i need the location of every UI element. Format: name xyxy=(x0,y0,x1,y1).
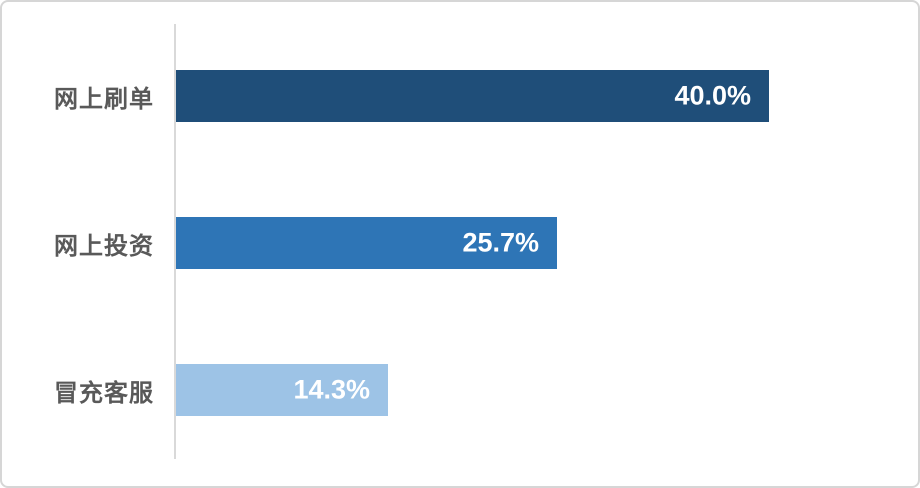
bar-3: 14.3% xyxy=(176,364,388,416)
category-label-3: 冒充客服 xyxy=(54,379,154,407)
value-label-2: 25.7% xyxy=(462,227,539,258)
category-label-1: 网上刷单 xyxy=(54,85,154,113)
bar-2: 25.7% xyxy=(176,217,557,269)
value-label-3: 14.3% xyxy=(293,374,370,405)
value-label-1: 40.0% xyxy=(674,80,751,111)
category-label-2: 网上投资 xyxy=(54,232,154,260)
y-axis-line xyxy=(174,24,176,459)
bar-1: 40.0% xyxy=(176,70,769,122)
